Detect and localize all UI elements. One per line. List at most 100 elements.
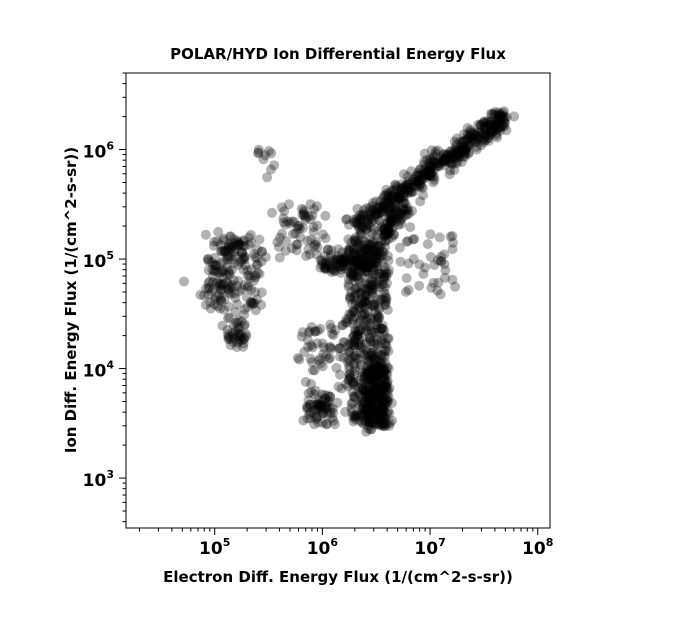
data-point [303, 342, 313, 353]
data-point [501, 112, 512, 123]
data-point [387, 192, 398, 203]
data-point [373, 384, 384, 395]
data-point [509, 111, 520, 122]
data-point [365, 417, 376, 428]
data-point [366, 211, 377, 222]
data-point [277, 228, 287, 239]
data-point [357, 404, 368, 414]
data-point [437, 156, 448, 167]
data-point [366, 364, 377, 375]
data-point [297, 223, 308, 234]
data-point [475, 119, 486, 130]
data-point [458, 129, 469, 140]
data-point [208, 260, 219, 271]
data-point [381, 203, 392, 214]
data-point [387, 194, 398, 204]
data-point [179, 276, 189, 287]
data-point [279, 206, 290, 216]
data-point [203, 282, 214, 293]
y-tick-label: 103 [83, 468, 114, 491]
data-point [367, 416, 378, 427]
data-point [348, 256, 359, 267]
data-point [348, 330, 359, 341]
data-point [439, 249, 450, 260]
data-point [367, 327, 377, 338]
data-point [456, 143, 467, 154]
data-point [362, 262, 373, 273]
data-point [326, 267, 337, 278]
data-point [355, 340, 366, 351]
data-point [309, 204, 319, 215]
data-point [401, 179, 412, 190]
data-point [374, 202, 385, 213]
data-point [348, 352, 359, 363]
data-point [320, 262, 331, 273]
data-point [359, 296, 370, 307]
data-point [350, 255, 361, 266]
data-point [375, 412, 386, 423]
data-point [474, 133, 485, 144]
data-point [388, 221, 399, 232]
data-point [320, 233, 331, 244]
data-point [370, 245, 380, 256]
data-point [394, 192, 405, 203]
data-point [494, 110, 505, 121]
data-point [421, 161, 432, 172]
data-point [321, 258, 332, 268]
data-point [309, 389, 320, 400]
data-point [338, 257, 349, 268]
data-point [371, 353, 382, 364]
data-point [367, 247, 377, 258]
data-point [254, 234, 265, 245]
data-point [379, 272, 390, 283]
data-point [302, 403, 313, 414]
data-point [368, 344, 379, 355]
data-point [375, 207, 386, 217]
data-point [360, 297, 371, 308]
data-point [426, 162, 436, 172]
data-point [494, 115, 505, 125]
data-point [357, 292, 368, 303]
data-point [362, 405, 373, 416]
data-point [383, 255, 394, 266]
data-point [310, 239, 321, 250]
data-point [344, 369, 355, 380]
data-point [463, 131, 474, 142]
data-point [382, 408, 392, 419]
data-point [356, 261, 367, 272]
data-point [238, 236, 249, 247]
data-point [329, 265, 340, 276]
data-point [323, 353, 334, 364]
data-point [234, 329, 245, 340]
data-point [370, 391, 381, 402]
data-point [347, 266, 358, 277]
data-point [362, 366, 373, 377]
data-point [335, 369, 345, 380]
data-point [364, 382, 375, 393]
data-point [370, 208, 381, 219]
data-point [371, 392, 382, 403]
data-point [361, 295, 372, 306]
data-point [425, 252, 436, 262]
data-point [321, 419, 332, 430]
data-point [310, 326, 321, 337]
data-point [459, 143, 470, 154]
data-point [351, 283, 361, 294]
data-point [239, 319, 250, 330]
data-point [402, 184, 413, 195]
data-point [383, 363, 394, 374]
data-point [338, 254, 348, 265]
data-point [359, 371, 370, 382]
data-point [445, 231, 456, 242]
data-point [382, 394, 393, 405]
data-point [248, 275, 259, 286]
data-point [468, 128, 479, 139]
data-point [246, 299, 257, 310]
data-point [354, 254, 365, 265]
data-point [229, 248, 240, 258]
data-point [379, 421, 389, 432]
data-point [411, 177, 422, 188]
data-point [364, 203, 375, 214]
data-point [405, 222, 416, 233]
data-point [418, 174, 429, 184]
